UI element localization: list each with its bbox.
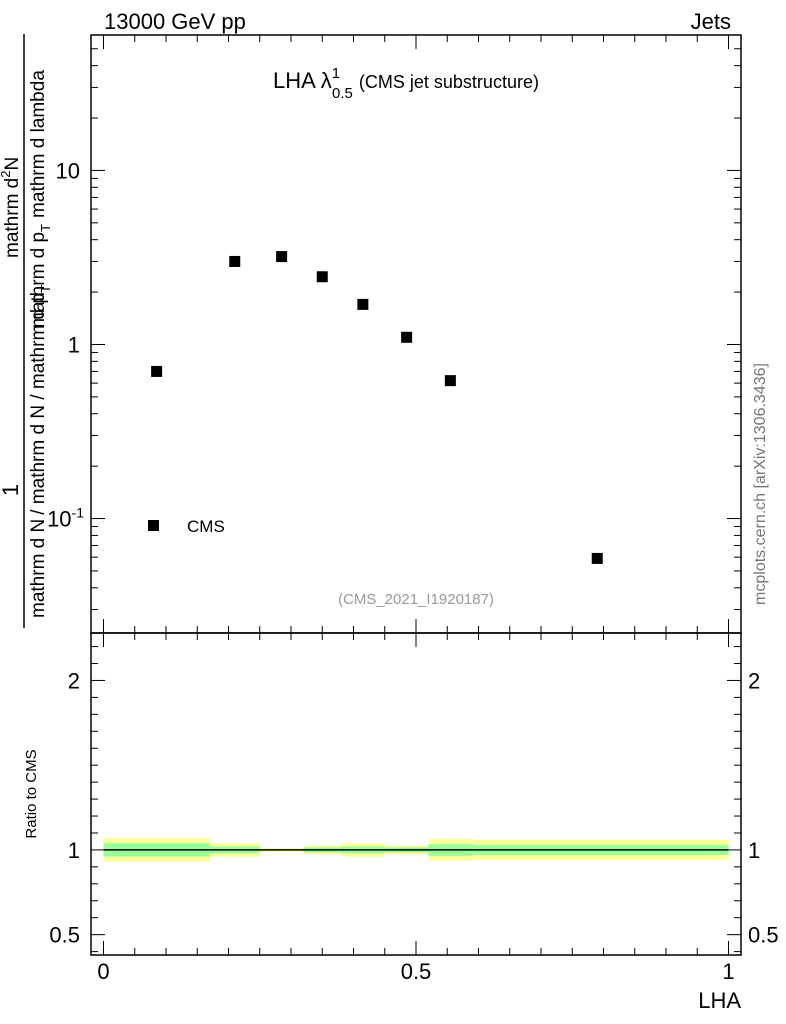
data-point (316, 271, 328, 283)
ratio-y-tick-label-left: 2 (68, 668, 80, 693)
y-tick-label: 10-1 (47, 505, 84, 532)
legend-marker (148, 520, 159, 531)
data-point (229, 255, 241, 267)
legend-label: CMS (187, 517, 225, 536)
x-axis-label: LHA (698, 988, 741, 1013)
header-left: 13000 GeV pp (104, 9, 246, 34)
header-right: Jets (691, 9, 731, 34)
ratio-y-tick-label-left: 0.5 (49, 923, 80, 948)
x-tick-label: 1 (722, 959, 734, 984)
data-point (276, 251, 288, 263)
main-panel-frame (90, 34, 742, 634)
ratio-panel-frame (90, 632, 742, 956)
data-point (591, 552, 603, 564)
data-point (357, 298, 369, 310)
data-point (151, 365, 163, 377)
ratio-y-tick-label-left: 1 (68, 838, 80, 863)
y-label-top-denominator: mathrm d pTmathrm d lambda (28, 70, 53, 328)
y-label-top-numerator: mathrm d2N (0, 157, 23, 258)
ratio-y-tick-label-right: 1 (748, 838, 760, 863)
x-tick-label: 0 (97, 959, 109, 984)
tick-labels: 10-1 1 10 0 0.5 1 0.5 0.5 1 1 2 2 (47, 158, 779, 984)
x-tick-label: 0.5 (401, 959, 432, 984)
y-label-denominator: mathrm d N/ mathrm d N / mathrm d pT (28, 285, 53, 618)
analysis-id: (CMS_2021_I1920187) (338, 591, 494, 608)
ratio-y-label: Ratio to CMS (23, 749, 40, 838)
watermark: mcplots.cern.ch [arXiv:1306.3436] (752, 363, 769, 605)
y-label-numerator: 1 (0, 484, 23, 496)
data-point (401, 331, 413, 343)
ratio-y-tick-label-right: 0.5 (748, 923, 779, 948)
plot-title: LHA λ1 0.5(CMS jet substructure) (273, 65, 539, 102)
uncertainty-bands (103, 838, 729, 862)
data-points (151, 251, 603, 564)
y-axis-label: 1 mathrm d N/ mathrm d N / mathrm d pT m… (0, 34, 53, 628)
axis-ticks (91, 34, 741, 955)
y-tick-label: 10 (56, 158, 80, 183)
data-point (444, 375, 456, 387)
legend: CMS (148, 517, 225, 536)
y-tick-label: 1 (68, 332, 80, 357)
ratio-y-tick-label-right: 2 (748, 668, 760, 693)
